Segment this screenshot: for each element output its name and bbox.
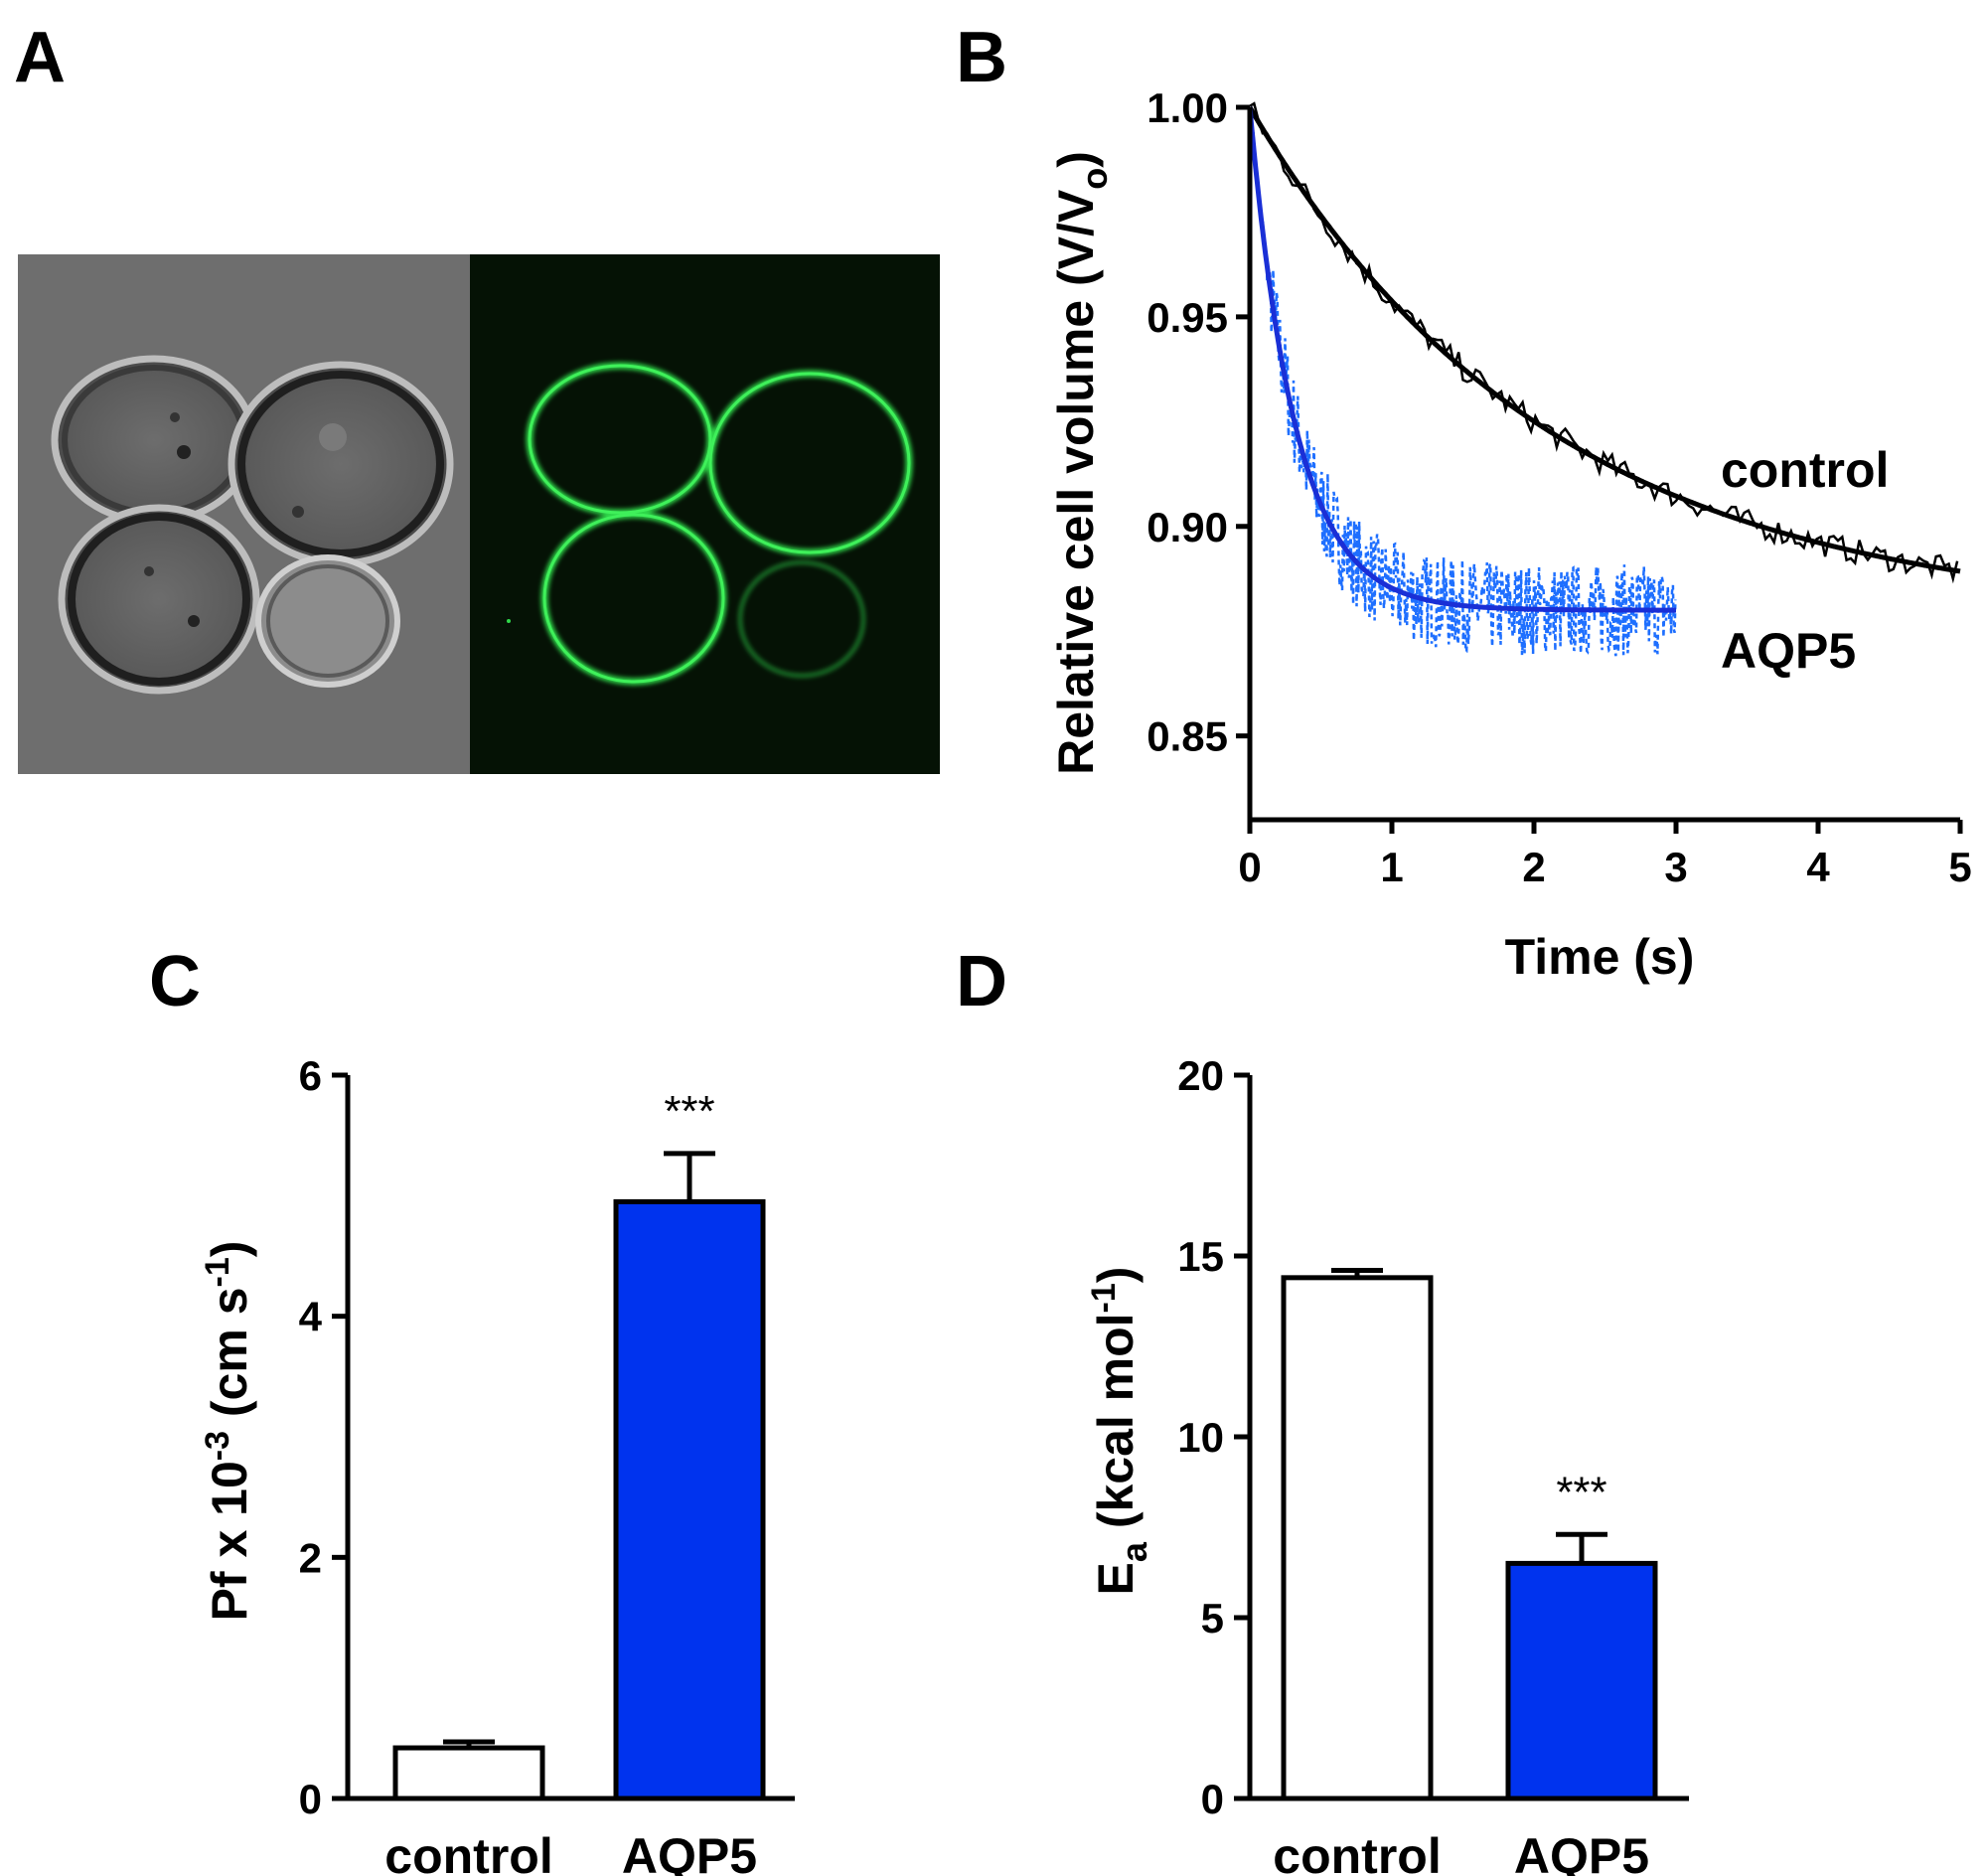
chart-c-y-tick-label: 4 [299,1294,323,1340]
chart-c-y-tick-label: 6 [299,1052,322,1099]
chart-b-y-tick-label: 0.95 [1146,294,1228,341]
aqp5-fit-line [1247,106,1676,613]
chart-d-y-tick-label: 15 [1177,1233,1224,1280]
aqp5-raw-line [1251,132,1677,657]
control-fit-line [1247,105,1961,574]
panel-letter-a: A [14,18,66,97]
chart-d-category-label: control [1273,1828,1441,1876]
chart-b-x-title: Time (s) [1505,929,1695,985]
control-raw-trace [1249,101,1959,584]
chart-d-bar-control [1281,1275,1434,1801]
chart-c-bar-control [392,1745,545,1801]
chart-d-bar-aqp5 [1505,1560,1658,1801]
series-label-aqp5: AQP5 [1721,623,1856,679]
microscopy-panel [18,254,940,774]
panel-letter-b: B [956,18,1007,97]
panel-letter-d: D [956,942,1007,1021]
chart-d: control AQP5 *** 0 5 10 15 20 Ea (kcal mol-1) [1085,1052,1689,1876]
chart-b-x-tick-label: 0 [1238,844,1261,890]
chart-b-y-tick-label: 1.00 [1146,84,1228,131]
chart-c-bar-aqp5 [613,1198,766,1801]
chart-b-x-tick-label: 5 [1948,844,1971,890]
chart-b: 0 1 2 3 4 5 0.85 0.90 0.95 1.00 Time (s) Relative… [1048,84,1972,985]
chart-c: control AQP5 *** 0 2 4 6 Pf x 10-3 (cm s-1) [199,1052,795,1876]
chart-d-y-title: Ea (kcal mol-1) [1085,1267,1154,1596]
chart-d-significance-label: *** [1556,1468,1606,1516]
chart-b-y-title: Relative cell volume (V/Vo) [1048,151,1115,775]
fluorescence-image [470,254,940,774]
chart-b-x-tick-label: 1 [1380,844,1403,890]
chart-b-y-tick-label: 0.90 [1146,504,1228,550]
chart-c-category-label: control [384,1828,552,1876]
chart-b-x-tick-label: 3 [1664,844,1687,890]
chart-c-y-tick-label: 2 [299,1534,322,1581]
chart-b-y-tick-label: 0.85 [1146,713,1228,760]
chart-c-category-label: AQP5 [622,1828,757,1876]
aqp5-raw-trace [1251,132,1677,657]
chart-d-y-tick-label: 10 [1177,1414,1224,1461]
chart-b-x-tick-label: 4 [1806,844,1830,890]
chart-c-y-title: Pf x 10-3 (cm s-1) [199,1241,257,1622]
panel-letter-c: C [149,942,201,1021]
chart-c-significance-label: *** [664,1087,714,1136]
chart-d-y-tick-label: 0 [1201,1776,1224,1822]
chart-c-y-tick-label: 0 [299,1776,322,1822]
control-raw-line [1249,101,1959,584]
chart-d-category-label: AQP5 [1514,1828,1649,1876]
chart-b-x-tick-label: 2 [1522,844,1545,890]
brightfield-image [18,254,470,774]
chart-d-y-tick-label: 5 [1201,1595,1224,1642]
series-label-control: control [1721,442,1889,498]
chart-d-y-tick-label: 20 [1177,1052,1224,1099]
